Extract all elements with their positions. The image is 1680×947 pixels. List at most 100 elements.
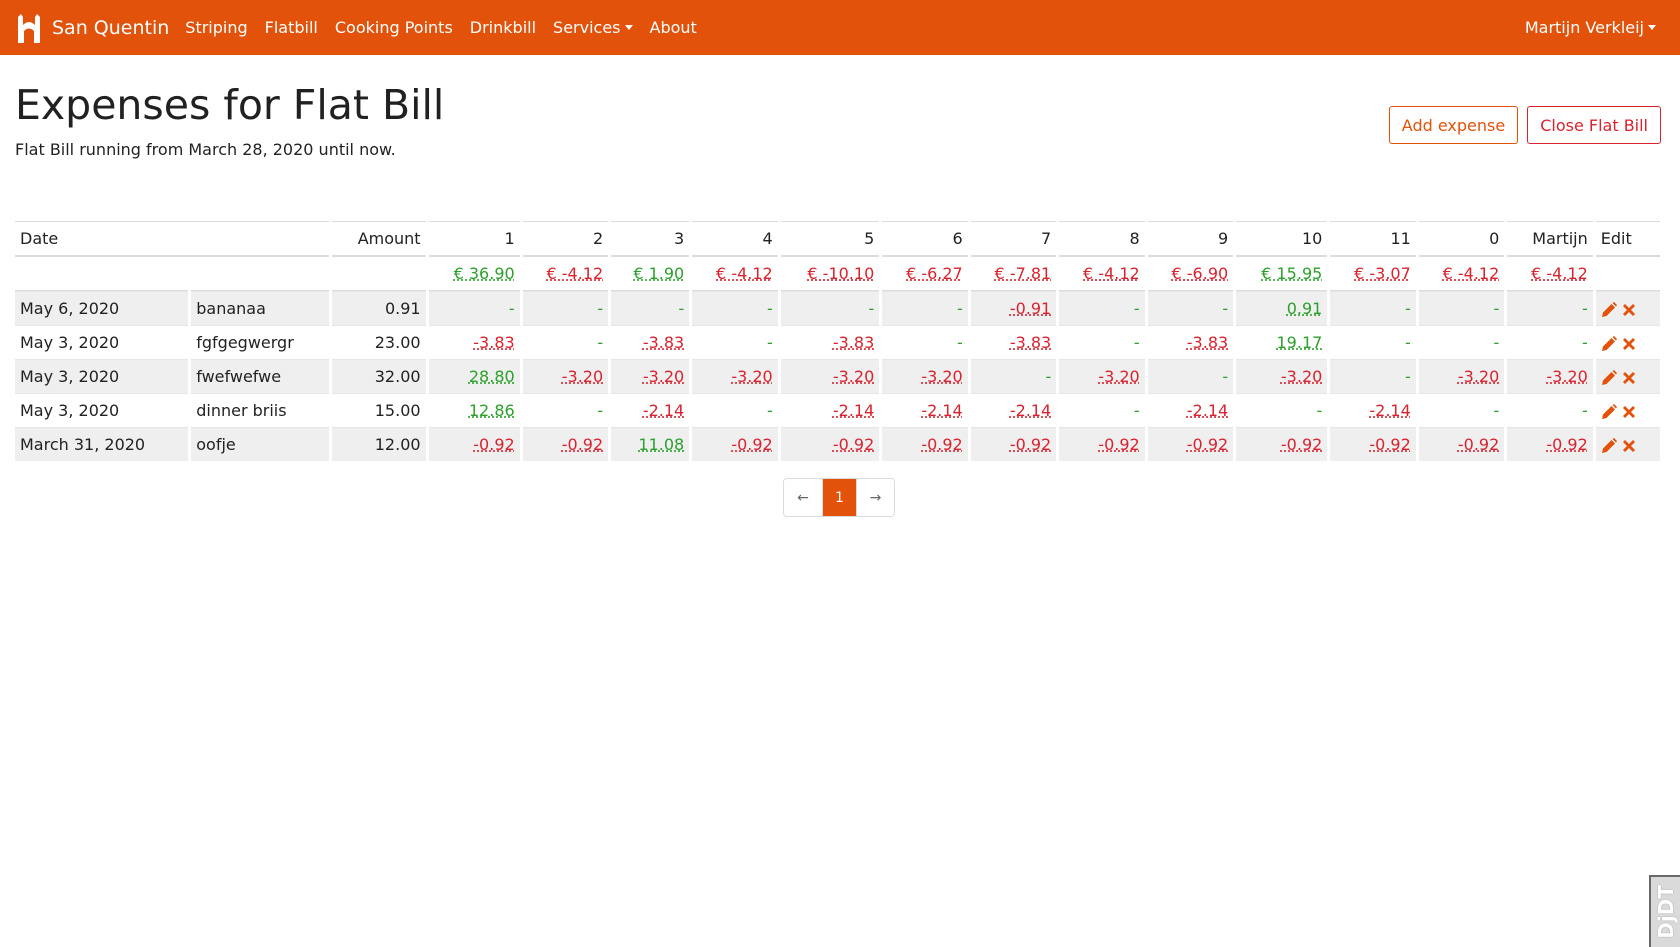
share-value: -0.92: [731, 435, 773, 455]
delete-x-icon[interactable]: [1621, 302, 1637, 318]
share-cell: -3.20: [522, 359, 609, 394]
share-cell: -0.92: [1418, 427, 1505, 462]
share-value: -0.92: [561, 435, 604, 455]
share-cell: -: [692, 393, 778, 427]
share-cell: -: [780, 291, 880, 326]
share-cell: -: [882, 291, 968, 326]
expenses-table-body: € 36.90 € -4.12 € 1.90 € -4.12 € -10.10 € -6.…: [15, 257, 1660, 462]
brand-link[interactable]: San Quentin: [16, 13, 169, 43]
column-header-member: 0: [1418, 221, 1505, 258]
column-header-member: 5: [780, 221, 880, 258]
edit-pencil-icon[interactable]: [1601, 301, 1617, 318]
column-header-member: 1: [428, 221, 520, 258]
nav-link-drinkbill[interactable]: Drinkbill: [469, 18, 537, 37]
nav-link-striping[interactable]: Striping: [185, 18, 248, 37]
share-empty: -: [1405, 367, 1411, 387]
page-subtitle: Flat Bill running from March 28, 2020 un…: [15, 140, 396, 160]
share-cell: -: [692, 291, 778, 326]
current-page-button[interactable]: 1: [822, 479, 856, 517]
member-total: € -3.07: [1354, 264, 1411, 284]
share-cell: -: [1147, 359, 1234, 394]
share-value: 19.17: [1276, 333, 1323, 353]
share-cell: -0.92: [1147, 427, 1234, 462]
table-row: May 6, 2020 bananaa 0.91- - - - - - -0.91- -0.91-…: [15, 291, 1660, 326]
next-page-button[interactable]: →: [856, 479, 894, 517]
debug-toolbar-handle[interactable]: DjDT: [1649, 875, 1680, 947]
column-header-edit: Edit: [1595, 221, 1660, 258]
expense-amount: 32.00: [332, 359, 426, 394]
nav-dropdown-services[interactable]: Services: [553, 18, 633, 37]
share-value: 0.91: [1286, 299, 1323, 319]
share-cell: -2.14: [611, 393, 690, 427]
member-total-cell: € -3.07: [1330, 257, 1416, 292]
member-total-cell: € 36.90: [428, 257, 520, 292]
expense-date: May 3, 2020: [15, 393, 189, 427]
share-cell: -3.83: [1147, 325, 1234, 359]
nav-link-flatbill[interactable]: Flatbill: [264, 18, 318, 37]
member-total-cell: € 1.90: [611, 257, 690, 292]
expense-description: oofje: [191, 427, 330, 462]
edit-pencil-icon[interactable]: [1601, 369, 1617, 386]
expense-amount: 0.91: [332, 291, 426, 326]
edit-pencil-icon[interactable]: [1601, 335, 1617, 352]
share-value: -3.20: [832, 367, 875, 387]
share-cell: -0.92: [1507, 427, 1593, 462]
share-cell: -: [1236, 393, 1328, 427]
totals-empty-cell: [191, 257, 330, 292]
share-cell: -: [970, 359, 1057, 394]
member-total-cell: € -4.12: [1507, 257, 1593, 292]
share-cell: -0.92: [522, 427, 609, 462]
member-total-cell: € -10.10: [780, 257, 880, 292]
add-expense-button[interactable]: Add expense: [1388, 106, 1519, 144]
share-cell: -3.20: [1236, 359, 1328, 394]
share-empty: -: [597, 333, 604, 353]
share-cell: -3.83: [780, 325, 880, 359]
share-cell: -3.20: [692, 359, 778, 394]
share-cell: -: [611, 291, 690, 326]
member-total: € -7.81: [994, 264, 1052, 284]
share-cell: -: [1059, 393, 1145, 427]
share-empty: -: [766, 401, 773, 421]
top-navbar: San Quentin Striping Flatbill Cooking Po…: [0, 0, 1680, 55]
share-cell: -2.14: [970, 393, 1057, 427]
edit-pencil-icon[interactable]: [1601, 403, 1617, 420]
delete-x-icon[interactable]: [1621, 370, 1637, 386]
delete-x-icon[interactable]: [1621, 404, 1637, 420]
expense-date: March 31, 2020: [15, 427, 189, 462]
share-cell: -: [522, 393, 609, 427]
share-value: -3.20: [561, 367, 604, 387]
share-empty: -: [1581, 333, 1588, 353]
expense-date: May 3, 2020: [15, 359, 189, 394]
column-header-member: 11: [1330, 221, 1416, 258]
column-header-member: 7: [970, 221, 1057, 258]
table-row: May 3, 2020 dinner briis 15.00 12.86 - -2.14 -…: [15, 393, 1660, 427]
totals-empty-cell: [1595, 257, 1660, 292]
prev-page-button[interactable]: ←: [784, 479, 822, 517]
member-total-cell: € -4.12: [522, 257, 609, 292]
edit-pencil-icon[interactable]: [1601, 437, 1617, 454]
delete-x-icon[interactable]: [1621, 336, 1637, 352]
member-total: € -6.90: [1171, 264, 1229, 284]
user-menu[interactable]: Martijn Verkleij: [1525, 18, 1656, 37]
share-cell: -0.91: [970, 291, 1057, 326]
share-empty: -: [1045, 367, 1052, 387]
share-empty: -: [1493, 299, 1500, 319]
share-cell: -: [1330, 291, 1416, 326]
share-value: -0.92: [1009, 435, 1052, 455]
close-flat-bill-button[interactable]: Close Flat Bill: [1527, 106, 1661, 144]
member-total: € 36.90: [453, 264, 515, 284]
edit-actions: [1595, 325, 1660, 359]
share-empty: -: [766, 333, 773, 353]
table-header-row: Date Amount 1 2 3 4 5 6 7 8 9 10 11 0 Ma…: [15, 221, 1660, 258]
share-value: -3.83: [642, 333, 685, 353]
share-cell: -0.92: [428, 427, 520, 462]
nav-link-cooking-points[interactable]: Cooking Points: [334, 18, 453, 37]
delete-x-icon[interactable]: [1621, 438, 1637, 454]
share-value: -3.83: [832, 333, 875, 353]
share-empty: -: [956, 333, 963, 353]
share-empty: -: [508, 299, 515, 319]
column-header-member: 2: [522, 221, 609, 258]
share-value: -0.92: [921, 435, 963, 455]
share-value: -2.14: [832, 401, 875, 421]
nav-link-about[interactable]: About: [649, 18, 697, 37]
